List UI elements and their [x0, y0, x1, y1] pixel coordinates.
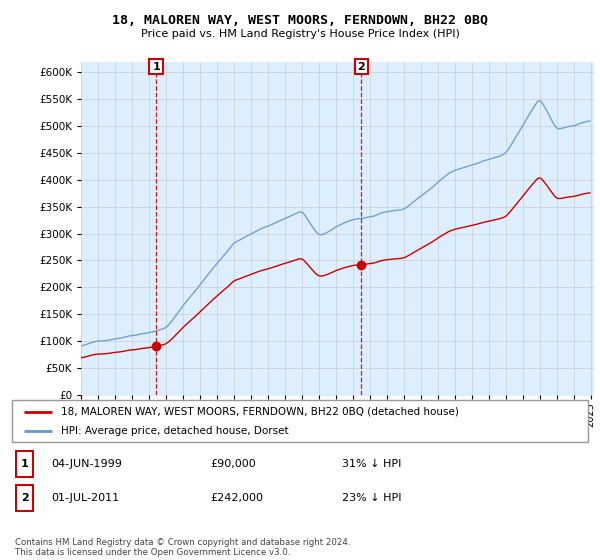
- Text: 01-JUL-2011: 01-JUL-2011: [51, 493, 119, 503]
- Text: 2: 2: [358, 62, 365, 72]
- Text: 2: 2: [21, 493, 28, 503]
- Text: HPI: Average price, detached house, Dorset: HPI: Average price, detached house, Dors…: [61, 426, 289, 436]
- Text: £90,000: £90,000: [210, 459, 256, 469]
- Text: 23% ↓ HPI: 23% ↓ HPI: [342, 493, 401, 503]
- Text: 18, MALOREN WAY, WEST MOORS, FERNDOWN, BH22 0BQ: 18, MALOREN WAY, WEST MOORS, FERNDOWN, B…: [112, 14, 488, 27]
- Text: Price paid vs. HM Land Registry's House Price Index (HPI): Price paid vs. HM Land Registry's House …: [140, 29, 460, 39]
- Text: 1: 1: [152, 62, 160, 72]
- Text: 1: 1: [21, 459, 28, 469]
- Text: 18, MALOREN WAY, WEST MOORS, FERNDOWN, BH22 0BQ (detached house): 18, MALOREN WAY, WEST MOORS, FERNDOWN, B…: [61, 407, 459, 417]
- Text: Contains HM Land Registry data © Crown copyright and database right 2024.
This d: Contains HM Land Registry data © Crown c…: [15, 538, 350, 557]
- Text: 04-JUN-1999: 04-JUN-1999: [51, 459, 122, 469]
- Text: 31% ↓ HPI: 31% ↓ HPI: [342, 459, 401, 469]
- Text: £242,000: £242,000: [210, 493, 263, 503]
